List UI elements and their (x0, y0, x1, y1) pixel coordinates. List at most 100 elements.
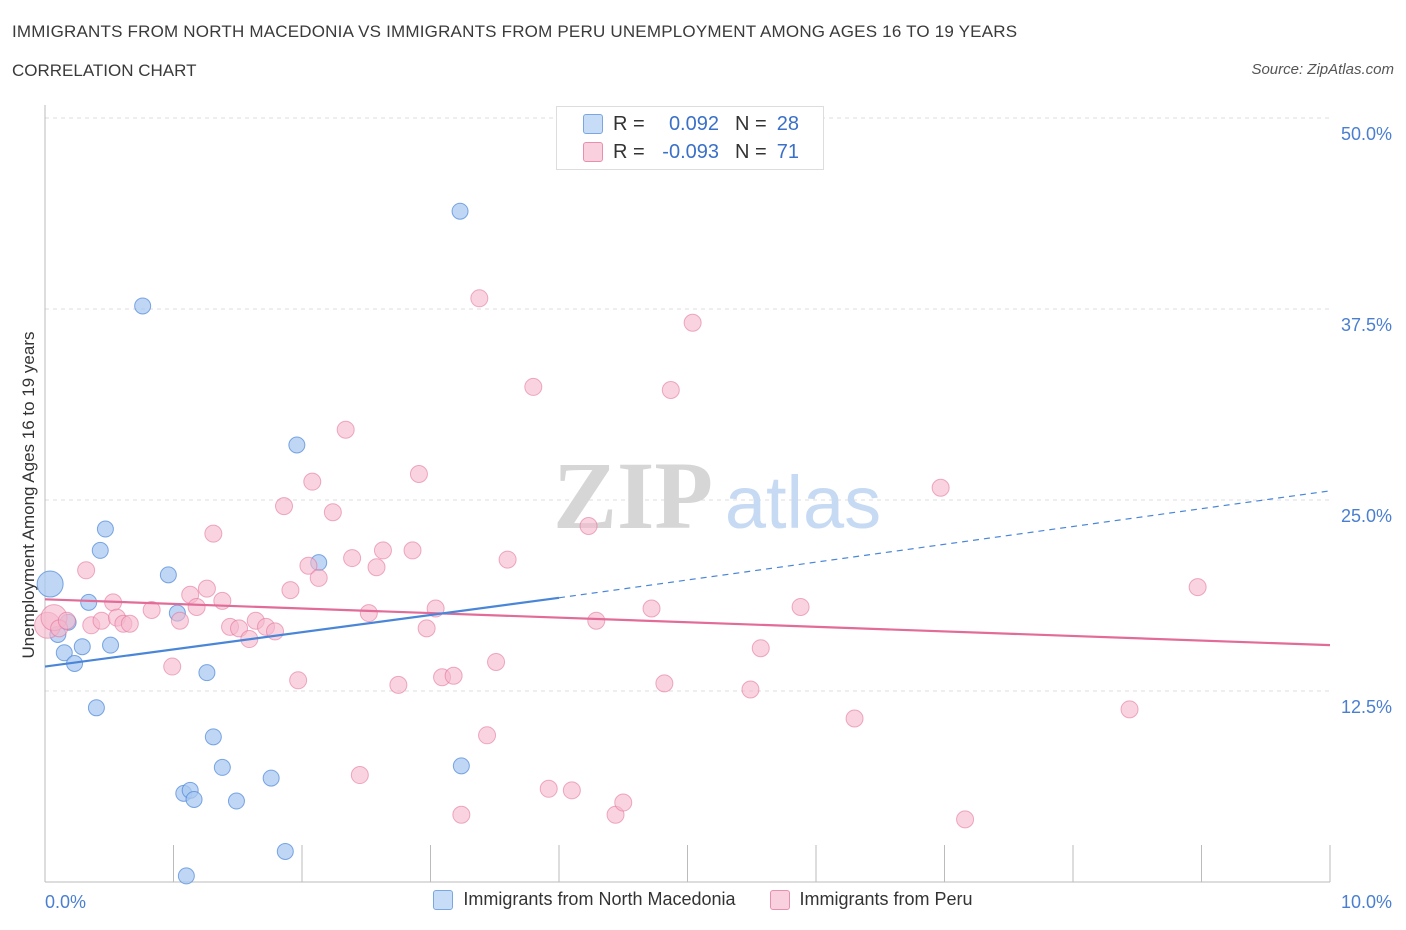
stats-swatch-peru (583, 142, 603, 162)
r-label: R = (613, 112, 645, 135)
y-axis-label: Unemployment Among Ages 16 to 19 years (19, 332, 38, 659)
x-tick-label: 0.0% (45, 892, 86, 912)
data-point-peru (470, 289, 489, 308)
data-point-peru (452, 805, 471, 824)
data-point-peru (187, 597, 206, 616)
axes (44, 105, 1331, 883)
data-point-macedonia (177, 867, 195, 885)
watermark-zip: ZIP (553, 442, 713, 549)
data-point-peru (791, 597, 810, 616)
data-point-macedonia (452, 757, 470, 775)
data-point-peru (275, 497, 294, 516)
data-point-peru (845, 709, 864, 728)
data-point-peru (77, 561, 96, 580)
n-value: 71 (776, 140, 799, 163)
data-point-macedonia (96, 520, 114, 538)
watermark-atlas: atlas (725, 461, 881, 544)
data-point-peru (303, 472, 322, 491)
data-point-peru (299, 556, 318, 575)
data-point-macedonia (204, 728, 222, 746)
stats-swatch-macedonia (583, 114, 603, 134)
data-point-peru (683, 313, 702, 332)
watermark: ZIP atlas (553, 442, 881, 549)
data-point-peru (336, 420, 355, 439)
data-point-peru (579, 516, 598, 535)
data-point-macedonia (91, 541, 109, 559)
data-point-macedonia (227, 792, 245, 810)
data-point-peru (931, 478, 950, 497)
chart-subtitle: CORRELATION CHART (12, 61, 197, 80)
y-tick-label: 12.5% (1341, 697, 1392, 717)
n-value: 28 (776, 112, 799, 135)
r-label: R = (613, 140, 645, 163)
data-point-peru (642, 599, 661, 618)
data-point-peru (57, 611, 76, 630)
data-point-peru (163, 657, 182, 676)
data-point-peru (373, 541, 392, 560)
legend-item-peru: Immigrants from Peru (769, 889, 973, 910)
tick-labels: 12.5% 25.0% 37.5% 50.0% 0.0% 10.0% (45, 124, 1392, 912)
data-point-peru (409, 465, 428, 484)
n-label: N = (735, 112, 767, 135)
legend-swatch-peru (769, 889, 790, 910)
data-point-macedonia (102, 636, 120, 654)
data-point-macedonia (185, 790, 203, 808)
trend-line-peru (44, 598, 1331, 647)
trend-line-macedonia-extension (558, 490, 1331, 599)
r-value: 0.092 (668, 112, 719, 135)
data-point-macedonia (213, 758, 231, 776)
data-point-peru (655, 674, 674, 693)
legend-label-macedonia: Immigrants from North Macedonia (463, 889, 736, 909)
data-point-macedonia (159, 566, 177, 584)
x-tick-label: 10.0% (1341, 892, 1392, 912)
data-point-peru (661, 380, 680, 399)
r-value: -0.093 (662, 140, 719, 163)
chart-title: IMMIGRANTS FROM NORTH MACEDONIA VS IMMIG… (12, 22, 1018, 41)
data-point-peru (587, 611, 606, 630)
data-point-peru (1120, 700, 1139, 719)
data-point-peru (444, 666, 463, 685)
data-point-macedonia (36, 570, 64, 598)
data-point-peru (309, 568, 328, 587)
data-point-peru (323, 503, 342, 522)
data-point-peru (389, 675, 408, 694)
data-point-peru (343, 549, 362, 568)
data-point-peru (741, 680, 760, 699)
data-point-peru (367, 558, 386, 577)
source-label: Source: ZipAtlas.com (1251, 61, 1394, 78)
data-point-macedonia (276, 842, 294, 860)
data-point-peru (478, 726, 497, 745)
legend-label-peru: Immigrants from Peru (799, 889, 973, 909)
y-tick-label: 25.0% (1341, 506, 1392, 526)
data-point-peru (204, 524, 223, 543)
n-label: N = (735, 140, 767, 163)
stats-box: R = 0.092 N = 28 R = -0.093 N = 71 (556, 106, 824, 170)
data-point-macedonia (73, 638, 91, 656)
data-point-peru (498, 550, 517, 569)
series-macedonia (36, 202, 470, 885)
legend-swatch-macedonia (433, 889, 454, 910)
data-point-peru (142, 601, 161, 620)
data-point-macedonia (134, 297, 152, 315)
series-peru (34, 289, 1207, 829)
data-point-peru (281, 581, 300, 600)
data-point-peru (120, 614, 139, 633)
data-point-peru (751, 639, 770, 658)
y-tick-label: 37.5% (1341, 315, 1392, 335)
data-point-peru (614, 793, 633, 812)
data-point-peru (197, 579, 216, 598)
data-point-macedonia (80, 593, 98, 611)
data-point-macedonia (451, 202, 469, 220)
data-point-peru (956, 810, 975, 829)
data-point-peru (289, 671, 308, 690)
data-point-peru (359, 604, 378, 623)
data-point-peru (170, 611, 189, 630)
data-point-macedonia (198, 664, 216, 682)
gridlines (45, 117, 1330, 692)
legend: Immigrants from North Macedonia Immigran… (0, 889, 1406, 910)
data-point-macedonia (55, 644, 73, 662)
data-point-peru (524, 377, 543, 396)
y-tick-label: 50.0% (1341, 124, 1392, 144)
data-point-macedonia (288, 436, 306, 454)
